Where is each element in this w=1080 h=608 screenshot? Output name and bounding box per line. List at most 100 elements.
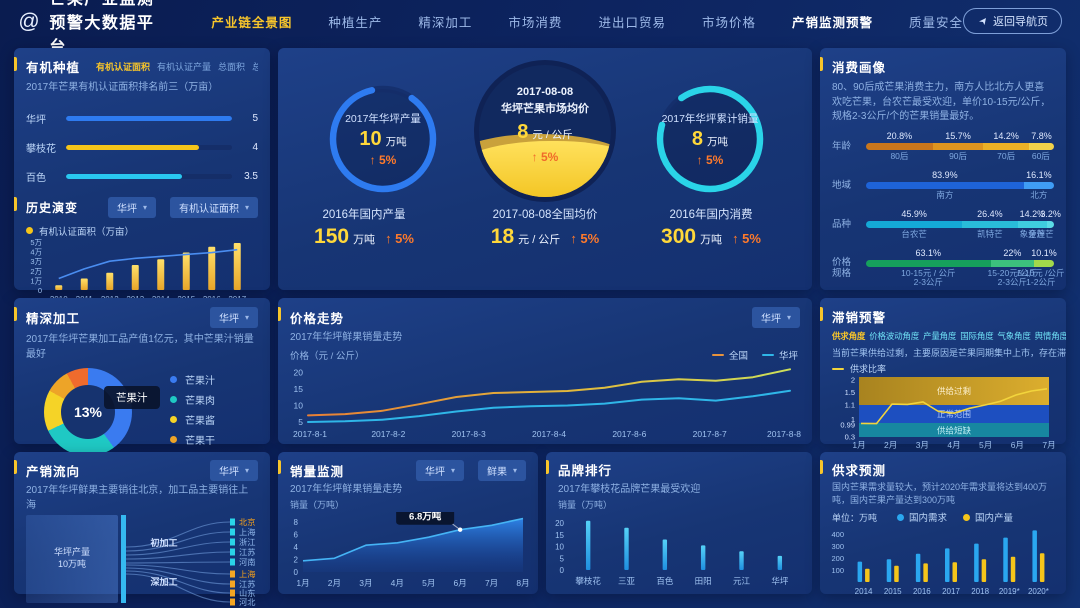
back-nav-button[interactable]: 返回导航页 [963, 8, 1062, 34]
segment-name: 南方 [936, 190, 953, 201]
band-label: 供给过剩 [937, 386, 971, 396]
accent-bar [14, 460, 17, 474]
unsalable-tab-5[interactable]: 舆情角度 [1034, 331, 1066, 341]
segment-name-line: 5-10元 /公斤 [1017, 267, 1065, 278]
production-bar [1039, 553, 1045, 583]
stat-domestic-consumption: 2016年国内消费 300 万吨 ↑ 5% [625, 206, 797, 249]
brand-bar [585, 520, 591, 570]
region-dropdown[interactable]: 华坪 ▾ [415, 460, 464, 481]
ranking-track [66, 115, 232, 121]
stat-label: 2017-08-08全国均价 [492, 209, 598, 221]
target-node [230, 548, 235, 556]
demand-bar [1032, 530, 1037, 583]
ranking-track [66, 144, 232, 150]
target-label: 浙江 [239, 537, 255, 547]
organic-tab-0[interactable]: 有机认证面积 [96, 62, 151, 72]
x-tick: 百色 [656, 576, 674, 586]
nav-item-3[interactable]: 市场消费 [508, 15, 563, 30]
region-dropdown[interactable]: 华坪 ▾ [209, 307, 258, 328]
y-tick: 1.1 [845, 401, 855, 410]
flow-link [125, 564, 231, 575]
brand-bar [662, 539, 668, 570]
stat-value: 150 [314, 225, 350, 248]
consumer-row-label-line: 品种 [832, 218, 852, 230]
organic-tab-2[interactable]: 总面积 [218, 62, 246, 72]
unsalable-tab-2[interactable]: 产量角度 [923, 331, 957, 341]
consumer-name-row: 台农芒 凯特芒 象牙芒 金煌芒 [866, 229, 1054, 241]
forecast-grouped-bar-chart: 400 300 200 100 2014 2015 2016 2017 2018 2019* 202… [831, 530, 1049, 596]
consumer-percent-row: 45.9% 26.4% 14.2% 3.2% [866, 208, 1061, 220]
gauge-ring [329, 85, 437, 193]
segment-bar [983, 142, 1029, 150]
nav-item-2[interactable]: 精深加工 [418, 15, 473, 30]
legend-item: 国内需求 [897, 510, 947, 524]
segment-bar [932, 142, 984, 150]
app-logo-icon: @ [18, 9, 40, 33]
nav-item-7[interactable]: 质量安全 [908, 15, 963, 30]
target-node [230, 558, 235, 566]
gauge-ring [656, 85, 764, 193]
segment-percent: 3.2% [1040, 208, 1061, 219]
target-label: 山东 [239, 588, 255, 598]
nav-item-6[interactable]: 产销监测预警 [791, 15, 873, 30]
chevron-down-icon: ▾ [786, 313, 791, 322]
y-tick: 200 [831, 554, 844, 563]
y-tick: 10 [294, 400, 304, 410]
gauge-unit: 万吨 [707, 136, 729, 148]
history-header: 历史演变 华坪 ▾ 有机认证面积 ▾ [14, 191, 270, 218]
top-navbar: @ 芒果产业监测预警大数据平台 产业链全景图种植生产精深加工市场消费进出口贸易市… [0, 0, 1080, 56]
organic-header: 有机种植 有机认证面积有机认证产量总面积总产量 [14, 48, 270, 76]
liquid-wave-front [479, 140, 611, 197]
consumer-rows: 年龄 20.8% 15.7% 14.2% 7.8% 80后 90后 70后 60后 地域 83.9%… [820, 125, 1066, 289]
segment-name-line: 90后 [949, 150, 968, 161]
nav-item-4[interactable]: 进出口贸易 [598, 15, 666, 30]
consumer-stacked-bar [866, 220, 1054, 228]
unsalable-tab-4[interactable]: 气象角度 [997, 331, 1031, 341]
brand-subtitle: 2017年攀枝花品牌芒果最受欢迎 [558, 484, 701, 495]
nav-item-0[interactable]: 产业链全景图 [211, 15, 293, 30]
segment-percent: 22% [1003, 247, 1022, 258]
legend-dash [761, 353, 774, 356]
processing-subtitle: 2017年华坪芒果加工品产值1亿元，其中芒果汁销量最好 [26, 334, 254, 360]
ranking-row: 华坪 5 [26, 104, 258, 133]
organic-tab-3[interactable]: 总产量 [252, 62, 258, 72]
nav-item-5[interactable]: 市场价格 [701, 15, 756, 30]
mid-node-label: 初加工 [150, 537, 177, 548]
donut-tooltip: 芒果汁 [104, 386, 160, 409]
region-dropdown[interactable]: 华坪 ▾ [107, 196, 156, 218]
stat-unit: 元 / 公斤 [518, 234, 561, 246]
legend-dot [170, 416, 177, 423]
unsalable-tab-3[interactable]: 国际角度 [960, 331, 994, 341]
gauge-value: 8 [691, 128, 704, 150]
y-tick: 5万 [30, 238, 42, 247]
region-dropdown[interactable]: 华坪 ▾ [751, 307, 800, 328]
history-line [58, 248, 238, 279]
segment-name-line: 10-15元 / 公斤 [901, 267, 956, 278]
accent-bar [278, 460, 281, 474]
back-nav-label: 返回导航页 [993, 16, 1048, 28]
ranking-bar [66, 144, 199, 150]
y-tick: 4万 [30, 247, 42, 256]
sales-tooltip-text: 6.8万吨 [409, 512, 442, 523]
organic-tab-1[interactable]: 有机认证产量 [157, 62, 212, 72]
unsalable-tab-0[interactable]: 供求角度 [832, 331, 866, 341]
consumer-row: 价格 规格 63.1% 22% 10.1% 10-15元 / 公斤 2-3公斤 15-20元/… [832, 247, 1064, 289]
target-label: 北京 [239, 517, 255, 527]
nav-item-1[interactable]: 种植生产 [328, 15, 383, 30]
x-tick: 2020* [1028, 587, 1049, 596]
metric-dropdown[interactable]: 有机认证面积 ▾ [169, 196, 258, 218]
segment-percent: 14.2% [1019, 208, 1046, 219]
consumer-percent-row: 63.1% 22% 10.1% [866, 247, 1057, 259]
region-dropdown[interactable]: 华坪 ▾ [209, 460, 258, 481]
unsalable-tab-1[interactable]: 价格波动角度 [869, 331, 920, 341]
gauge-label: 2017年华坪产量 [345, 113, 421, 125]
flow-link [125, 541, 231, 556]
product-dropdown[interactable]: 鲜果 ▾ [477, 460, 526, 481]
history-bar [182, 252, 190, 290]
x-tick: 元江 [733, 576, 751, 586]
panel-brand-ranking: 品牌排行 2017年攀枝花品牌芒果最受欢迎 销量（万吨） 20 15 10 5 0 攀枝花… [546, 452, 812, 594]
gauge-value: 10 [359, 128, 382, 150]
forecast-description: 国内芒果需求量较大，预计2020年需求量将达到400万吨，国内芒果产量达到300… [832, 482, 1048, 506]
